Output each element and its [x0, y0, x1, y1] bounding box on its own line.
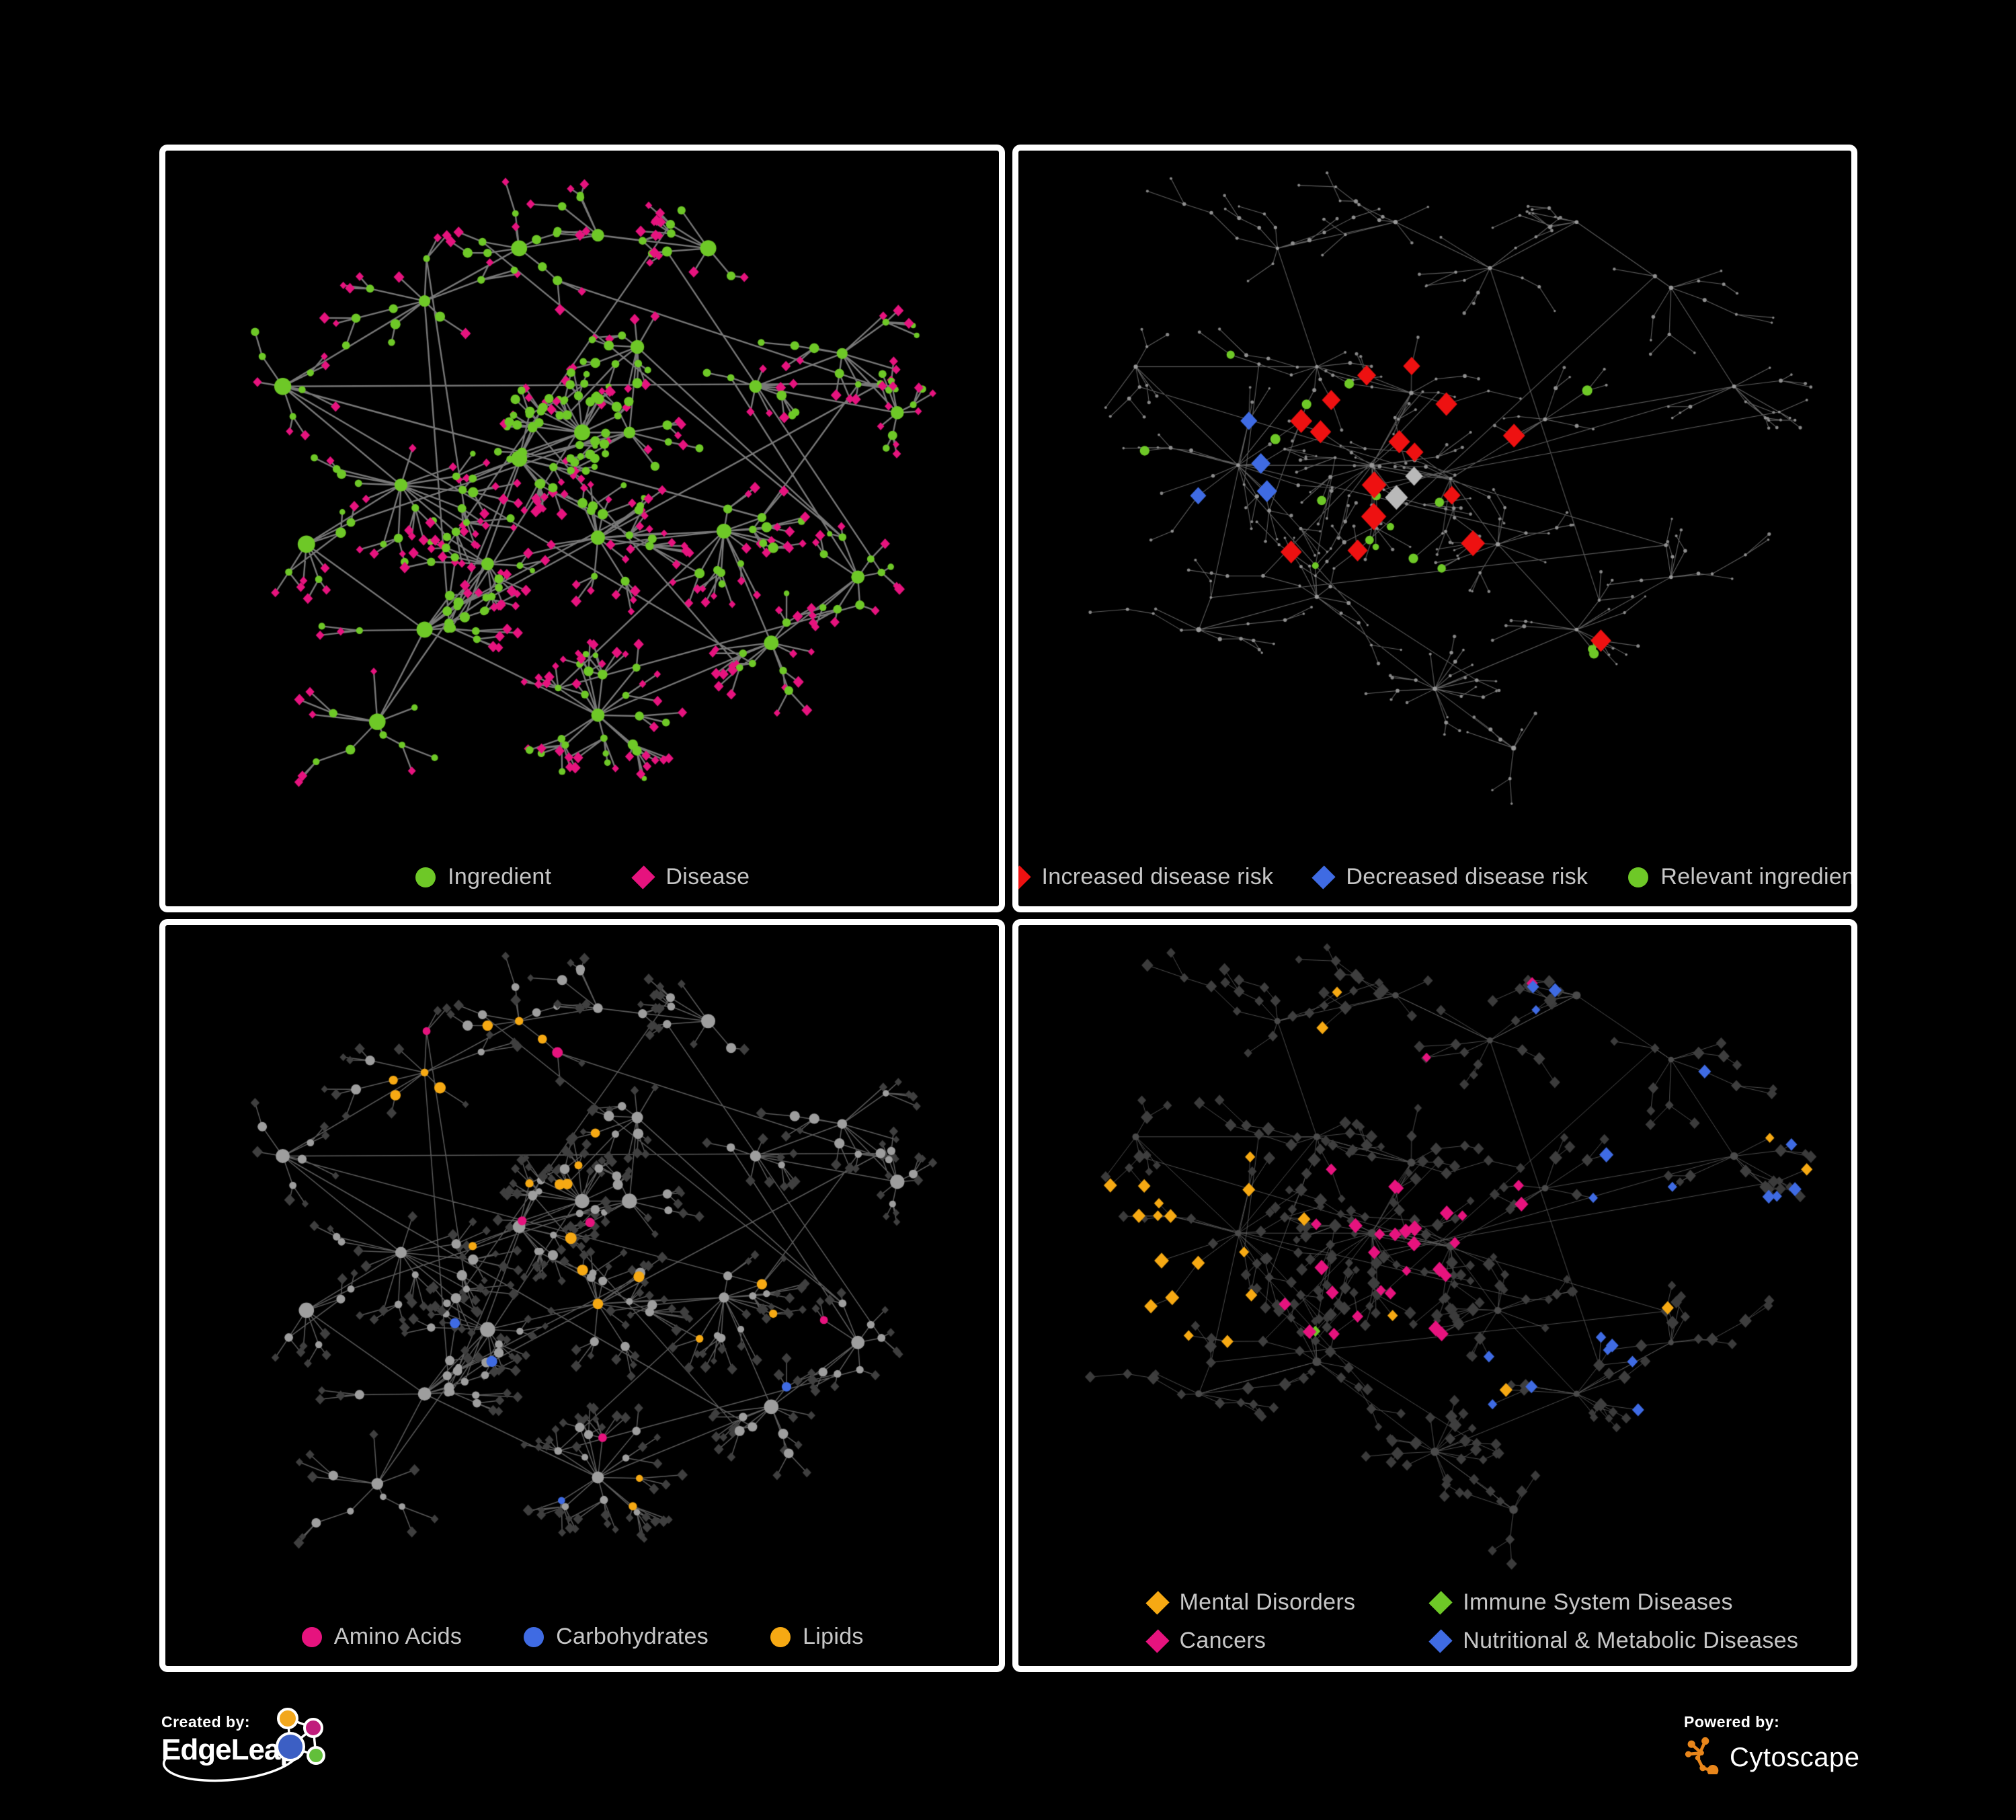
legend-item-lipids: Lipids: [769, 1624, 864, 1650]
legend-column-2: Immune System Diseases Nutritional & Met…: [1428, 1589, 1799, 1654]
legend-label: Immune System Diseases: [1463, 1589, 1733, 1615]
legend-label: Cancers: [1179, 1628, 1266, 1653]
edgeleap-logo: Created by: EdgeLeap: [161, 1708, 325, 1782]
network-canvas-ingredient-disease: [165, 151, 999, 906]
legend-label: Relevant ingredient: [1660, 864, 1857, 889]
legend-nutrient-classes: Amino Acids Carbohydrates Lipids: [165, 1624, 999, 1650]
legend-item-amino-acids: Amino Acids: [300, 1624, 462, 1650]
ingredient-swatch-icon: [414, 866, 437, 889]
decreased-risk-swatch-icon: [1312, 865, 1336, 889]
legend-item-ingredient: Ingredient: [414, 864, 551, 890]
lipids-swatch-icon: [769, 1626, 792, 1649]
carbohydrates-swatch-icon: [522, 1626, 545, 1649]
legend-label: Increased disease risk: [1041, 864, 1274, 889]
legend-item-increased-risk: Increased disease risk: [1018, 864, 1274, 890]
nutritional-metabolic-diseases-swatch-icon: [1428, 1628, 1453, 1653]
figure-grid: Ingredient Disease Increased disease ris…: [159, 145, 1857, 1672]
legend-label: Nutritional & Metabolic Diseases: [1463, 1628, 1799, 1653]
legend-item-decreased-risk: Decreased disease risk: [1312, 864, 1588, 890]
legend-item-immune-system-diseases: Immune System Diseases: [1428, 1589, 1798, 1616]
panel-disease-classes: Mental Disorders Cancers Immune System D…: [1012, 919, 1857, 1672]
legend-item-nutritional-metabolic-diseases: Nutritional & Metabolic Diseases: [1428, 1628, 1799, 1654]
cytoscape-logo: Powered by:: [1684, 1713, 1859, 1778]
legend-label: Amino Acids: [333, 1624, 462, 1649]
legend-disease-risk: Increased disease risk Decreased disease…: [1018, 864, 1851, 890]
panel-nutrient-classes: Amino Acids Carbohydrates Lipids: [159, 919, 1005, 1672]
panel-disease-risk: Increased disease risk Decreased disease…: [1012, 145, 1857, 912]
increased-risk-swatch-icon: [1018, 865, 1032, 889]
legend-ingredient-disease: Ingredient Disease: [165, 864, 999, 890]
cancers-swatch-icon: [1145, 1628, 1170, 1653]
legend-label: Carbohydrates: [556, 1624, 709, 1649]
disease-swatch-icon: [631, 865, 656, 889]
panel-ingredient-disease: Ingredient Disease: [159, 145, 1005, 912]
network-canvas-disease-classes: [1018, 925, 1851, 1666]
mental-disorders-swatch-icon: [1145, 1590, 1170, 1615]
legend-disease-classes: Mental Disorders Cancers Immune System D…: [1018, 1589, 1852, 1654]
legend-label: Decreased disease risk: [1346, 864, 1588, 889]
relevant-ingredient-swatch-icon: [1627, 866, 1650, 889]
legend-label: Ingredient: [448, 864, 552, 889]
edgeleap-network-icon: [269, 1704, 343, 1781]
legend-item-carbohydrates: Carbohydrates: [522, 1624, 709, 1650]
legend-label: Mental Disorders: [1179, 1589, 1356, 1615]
cytoscape-wordmark: Cytoscape: [1730, 1742, 1860, 1772]
legend-item-mental-disorders: Mental Disorders: [1145, 1589, 1356, 1616]
powered-by-label: Powered by:: [1684, 1713, 1780, 1731]
immune-system-diseases-swatch-icon: [1428, 1590, 1453, 1615]
legend-column-1: Mental Disorders Cancers: [1145, 1589, 1356, 1654]
legend-item-disease: Disease: [631, 864, 750, 890]
network-canvas-nutrient-classes: [165, 925, 999, 1666]
legend-label: Lipids: [803, 1624, 864, 1649]
legend-item-cancers: Cancers: [1145, 1628, 1356, 1654]
created-by-label: Created by:: [161, 1713, 251, 1731]
legend-item-relevant-ingredient: Relevant ingredient: [1627, 864, 1857, 890]
legend-label: Disease: [666, 864, 750, 889]
cytoscape-network-icon: [1684, 1737, 1722, 1778]
network-canvas-disease-risk: [1018, 151, 1851, 906]
amino-acids-swatch-icon: [300, 1626, 323, 1649]
